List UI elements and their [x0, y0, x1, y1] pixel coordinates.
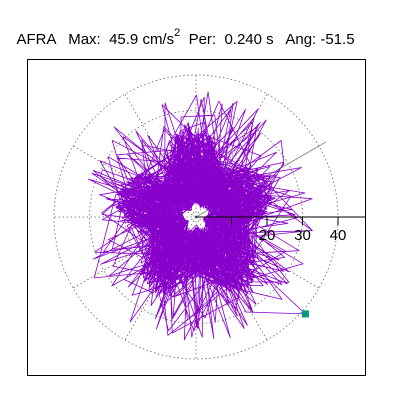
- radial-tick-label-40: 40: [330, 227, 347, 244]
- period-label: Per:: [188, 31, 217, 48]
- radial-tick-label-20: 20: [259, 227, 276, 244]
- angle-value: -51.5: [320, 31, 355, 48]
- station-name: AFRA: [16, 31, 56, 48]
- max-marker-layer: [301, 310, 309, 318]
- max-value: 45.9 cm/s: [109, 31, 175, 48]
- radial-tick-label-30: 30: [294, 227, 311, 244]
- orbit-path: [88, 91, 313, 341]
- particle-motion-orbit: [88, 91, 313, 341]
- plot-frame: [27, 59, 366, 376]
- max-amplitude-marker: [301, 310, 309, 318]
- angle-label: Ang:: [285, 31, 317, 48]
- period-value: 0.240 s: [224, 31, 274, 48]
- radial-axis: 20 30 40: [196, 216, 366, 244]
- chart-header: AFRA Max: 45.9 cm/s2 Per: 0.240 s Ang: -…: [9, 12, 355, 48]
- max-exponent: 2: [174, 27, 181, 39]
- max-label: Max:: [68, 31, 101, 48]
